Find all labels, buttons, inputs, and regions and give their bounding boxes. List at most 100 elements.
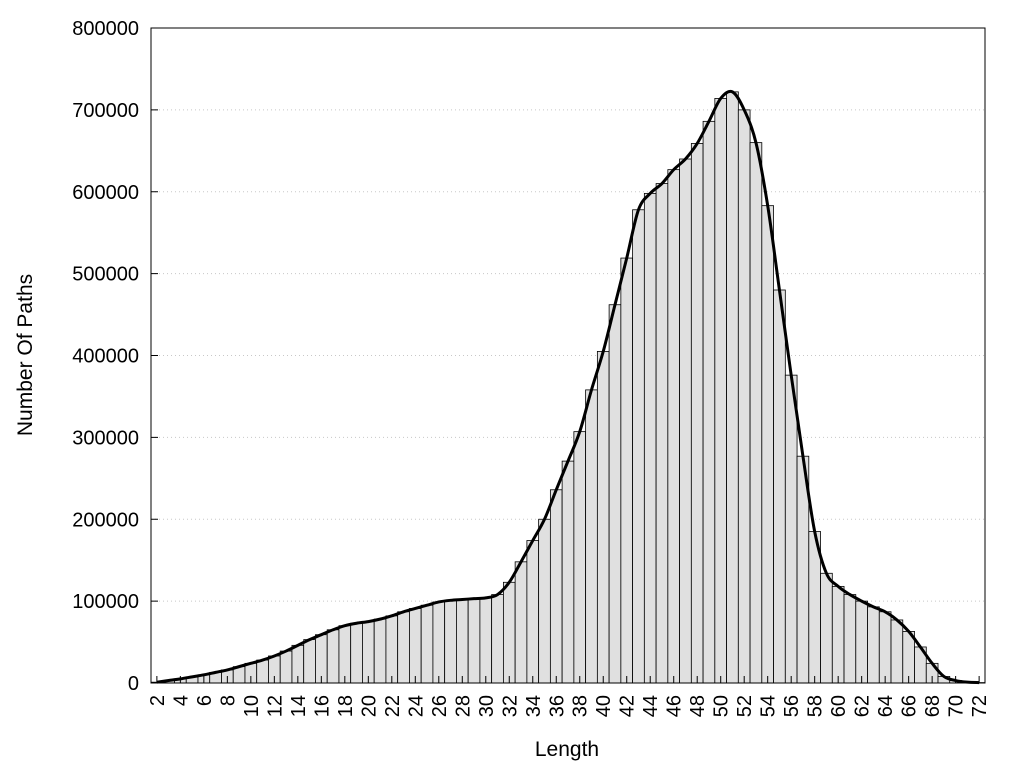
histogram-bar — [327, 630, 339, 683]
histogram-bar — [539, 519, 551, 683]
x-tick-label: 62 — [852, 695, 874, 717]
x-tick-label: 72 — [969, 695, 991, 717]
histogram-bar — [515, 562, 527, 683]
histogram-bar — [656, 184, 668, 683]
x-tick-label: 60 — [828, 695, 850, 717]
histogram-bar — [280, 651, 292, 683]
histogram-bar — [409, 608, 421, 683]
histogram-bar — [868, 607, 880, 683]
histogram-bar — [609, 305, 621, 683]
histogram-bar — [879, 612, 891, 683]
histogram-bar — [339, 626, 351, 683]
histogram-bar — [433, 602, 445, 683]
x-tick-label: 20 — [358, 695, 380, 717]
x-tick-label: 26 — [429, 695, 451, 717]
x-tick-label: 36 — [546, 695, 568, 717]
histogram-bar — [351, 623, 363, 683]
x-tick-label: 32 — [499, 695, 521, 717]
histogram-bar — [304, 640, 316, 683]
histogram-bar — [832, 586, 844, 683]
x-tick-label: 64 — [875, 695, 897, 717]
histogram-bar — [456, 599, 468, 683]
x-tick-label: 44 — [640, 695, 662, 717]
histogram-bar — [750, 143, 762, 683]
histogram-bar — [844, 595, 856, 683]
x-tick-label: 50 — [711, 695, 733, 717]
histogram-bar — [445, 600, 457, 683]
x-tick-label: 38 — [570, 695, 592, 717]
y-tick-label: 200000 — [72, 509, 139, 531]
histogram-bar — [680, 159, 692, 683]
histogram-bar — [621, 258, 633, 683]
histogram-bar — [903, 631, 915, 683]
histogram-bar — [668, 170, 680, 683]
histogram-bar — [633, 210, 645, 683]
x-tick-label: 2 — [147, 695, 169, 706]
x-tick-label: 54 — [758, 695, 780, 717]
x-tick-label: 24 — [405, 695, 427, 717]
histogram-bar — [586, 390, 598, 683]
x-tick-label: 22 — [382, 695, 404, 717]
y-tick-label: 800000 — [72, 18, 139, 40]
x-tick-label: 14 — [288, 695, 310, 717]
x-tick-label: 58 — [805, 695, 827, 717]
histogram-bar — [257, 660, 269, 683]
histogram-bar — [562, 461, 574, 683]
x-tick-label: 70 — [946, 695, 968, 717]
x-tick-label: 56 — [781, 695, 803, 717]
histogram-bar — [398, 612, 410, 683]
y-axis-label: Number Of Paths — [14, 274, 37, 436]
histogram-bar — [386, 616, 398, 683]
y-tick-label: 500000 — [72, 264, 139, 286]
x-tick-label: 8 — [217, 695, 239, 706]
y-tick-label: 300000 — [72, 427, 139, 449]
histogram-bar — [550, 490, 562, 683]
histogram-bar — [468, 599, 480, 683]
histogram-bar — [856, 601, 868, 683]
x-tick-label: 12 — [264, 695, 286, 717]
histogram-bar — [527, 541, 539, 683]
histogram-bar — [727, 92, 739, 683]
histogram-bar — [503, 582, 515, 683]
histogram-bar — [715, 98, 727, 683]
histogram-bar — [891, 620, 903, 683]
y-tick-label: 100000 — [72, 591, 139, 613]
x-tick-label: 28 — [452, 695, 474, 717]
x-tick-label: 34 — [523, 695, 545, 717]
histogram-bar — [374, 619, 386, 683]
x-tick-label: 4 — [170, 695, 192, 706]
x-tick-label: 10 — [241, 695, 263, 717]
histogram-bar — [644, 193, 656, 683]
histogram-bar — [774, 290, 786, 683]
y-tick-label: 0 — [128, 673, 139, 695]
x-axis-label: Length — [535, 738, 599, 761]
x-tick-label: 6 — [194, 695, 216, 706]
histogram-bar — [480, 598, 492, 683]
histogram-bar — [597, 351, 609, 683]
histogram-bar — [315, 635, 327, 683]
histogram-bar — [492, 595, 504, 683]
x-tick-label: 16 — [311, 695, 333, 717]
histogram-bar — [785, 375, 797, 683]
histogram-bar — [362, 622, 374, 683]
x-tick-label: 18 — [335, 695, 357, 717]
x-tick-label: 66 — [899, 695, 921, 717]
y-tick-label: 600000 — [72, 182, 139, 204]
x-tick-label: 48 — [687, 695, 709, 717]
histogram-bar — [762, 206, 774, 683]
y-tick-label: 400000 — [72, 346, 139, 368]
y-tick-label: 700000 — [72, 100, 139, 122]
histogram-bar — [821, 573, 833, 683]
x-tick-label: 68 — [922, 695, 944, 717]
histogram-bar — [703, 121, 715, 683]
x-tick-label: 30 — [476, 695, 498, 717]
x-tick-label: 42 — [617, 695, 639, 717]
histogram-bar — [574, 432, 586, 683]
x-tick-label: 40 — [593, 695, 615, 717]
x-tick-label: 52 — [734, 695, 756, 717]
histogram-bar — [691, 143, 703, 683]
x-tick-label: 46 — [664, 695, 686, 717]
histogram-bar — [421, 605, 433, 683]
